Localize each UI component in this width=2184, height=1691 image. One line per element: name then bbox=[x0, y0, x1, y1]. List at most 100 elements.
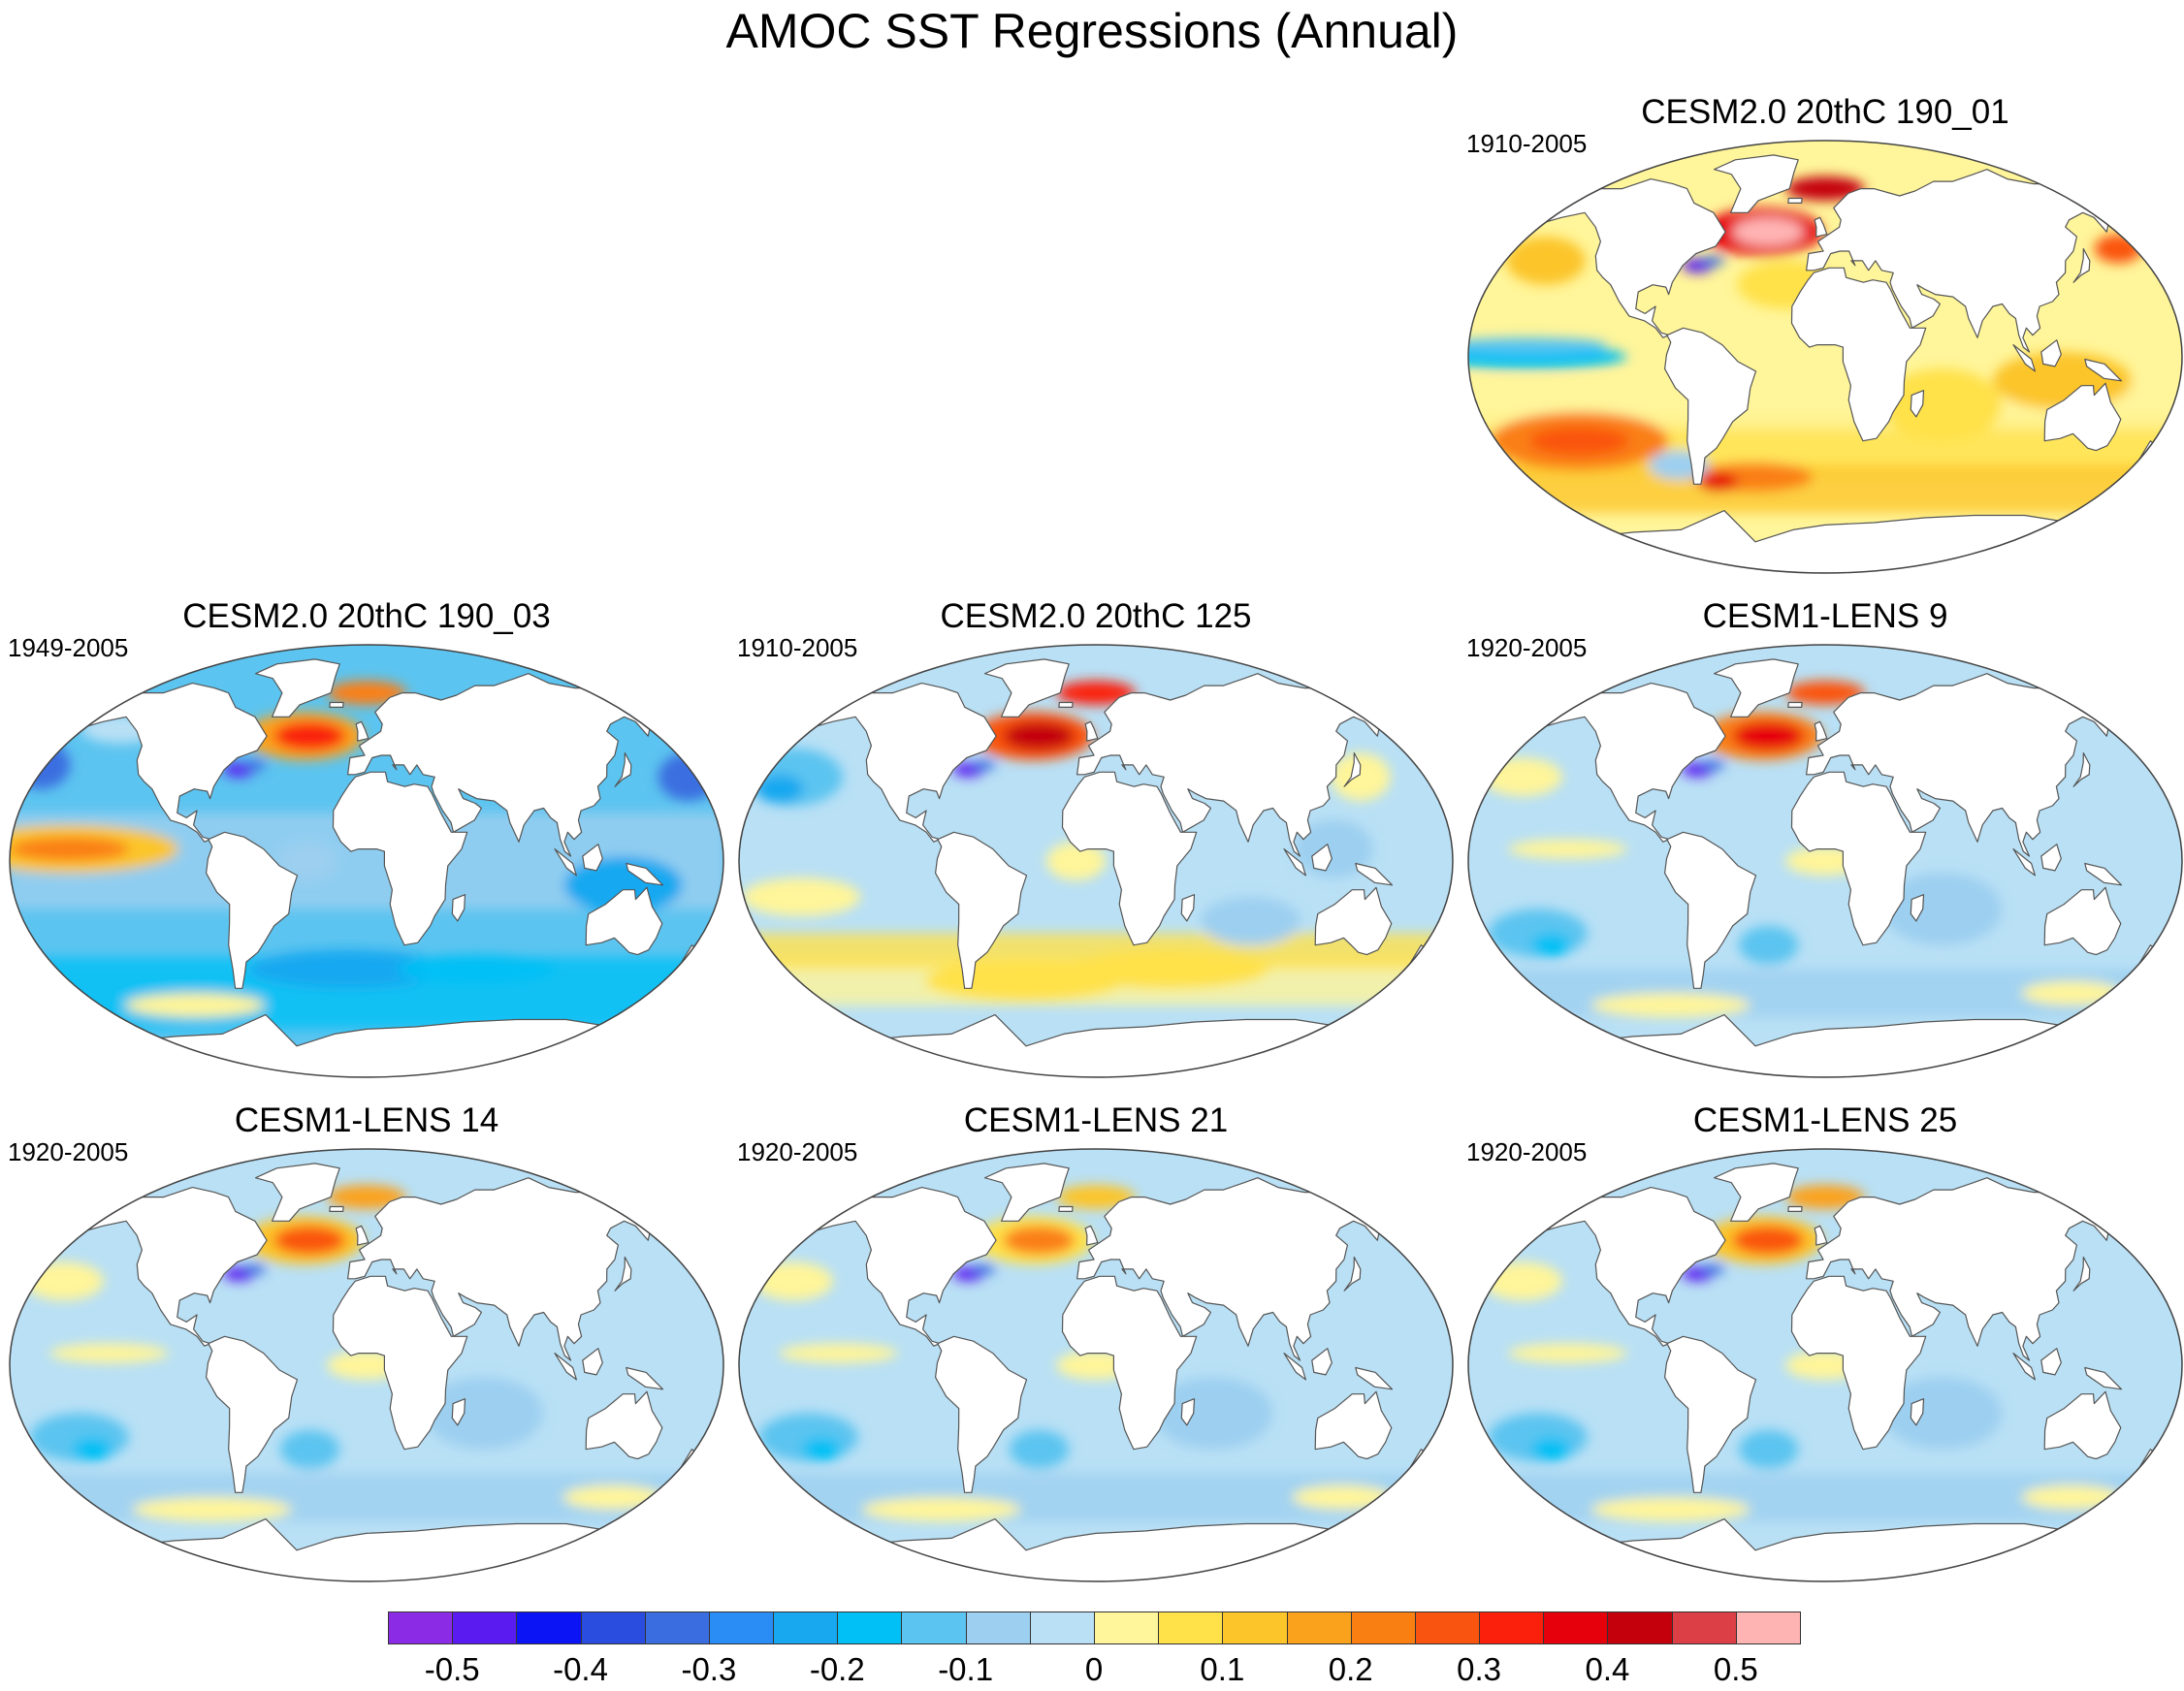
sst-anomaly-patch bbox=[1738, 1429, 1799, 1469]
landmass-greenland bbox=[984, 1163, 1070, 1222]
colorbar-swatch bbox=[516, 1611, 582, 1644]
robinson-map bbox=[1467, 1148, 2183, 1582]
landmass-africa bbox=[1790, 1275, 1927, 1451]
sst-anomaly-patch bbox=[741, 877, 861, 916]
colorbar-swatch bbox=[773, 1611, 839, 1644]
sst-field bbox=[10, 645, 723, 1077]
colorbar-swatch bbox=[901, 1611, 967, 1644]
sst-anomaly-patch bbox=[754, 1261, 833, 1301]
landmass-japan bbox=[2072, 1256, 2091, 1292]
landmass-australia bbox=[2043, 886, 2122, 956]
sst-anomaly-patch bbox=[2021, 1484, 2121, 1510]
colorbar-swatch bbox=[644, 1611, 710, 1644]
landmass-uk bbox=[1084, 720, 1099, 742]
sst-anomaly-patch bbox=[562, 1484, 662, 1510]
sst-field bbox=[1468, 1149, 2182, 1581]
landmass-uk bbox=[1814, 1225, 1828, 1246]
landmass-iceland bbox=[1787, 1205, 1803, 1212]
landmass-madagascar bbox=[1910, 1398, 1925, 1426]
landmass-sumatra bbox=[1283, 1353, 1306, 1381]
sst-anomaly-patch bbox=[1201, 897, 1301, 945]
colorbar-tick-label: 0.5 bbox=[1713, 1651, 1758, 1687]
sst-anomaly-patch bbox=[1882, 1377, 2003, 1450]
colorbar-swatch bbox=[708, 1611, 775, 1644]
north-atlantic-anomaly bbox=[327, 681, 406, 705]
landmass-australia bbox=[1314, 1390, 1393, 1460]
landmass-south-america bbox=[1664, 831, 1757, 989]
landmass-south-america bbox=[206, 831, 299, 989]
landmass-madagascar bbox=[1910, 894, 1925, 922]
landmass-borneo bbox=[2040, 1348, 2062, 1376]
landmass-eurasia bbox=[1076, 673, 1402, 857]
landmass-north-america bbox=[82, 683, 268, 843]
colorbar-swatch bbox=[1158, 1611, 1224, 1644]
landmass-africa bbox=[332, 771, 468, 946]
landmass-borneo bbox=[1311, 844, 1333, 872]
landmass-iceland bbox=[329, 1205, 344, 1212]
sst-anomaly-patch bbox=[1045, 842, 1107, 880]
map-border bbox=[738, 644, 1454, 1078]
landmass-iceland bbox=[1787, 701, 1803, 708]
landmass-borneo bbox=[582, 1348, 603, 1376]
sst-anomaly-patch bbox=[1882, 368, 2003, 441]
landmass-australia bbox=[1314, 886, 1393, 956]
landmass-sumatra bbox=[554, 1353, 577, 1381]
sst-anomaly-patch bbox=[1483, 757, 1562, 797]
sst-anomaly-patch bbox=[2021, 980, 2121, 1005]
sst-anomaly-patch bbox=[248, 949, 448, 989]
landmass-greenland bbox=[984, 658, 1070, 718]
colorbar-tick-label: -0.1 bbox=[938, 1651, 994, 1687]
landmass-africa bbox=[332, 1275, 468, 1451]
landmass-sumatra bbox=[2012, 848, 2036, 877]
landmass-africa bbox=[1790, 267, 1927, 442]
landmass-japan bbox=[2072, 247, 2091, 283]
sst-anomaly-patch bbox=[1483, 1261, 1562, 1301]
landmass-eurasia bbox=[347, 673, 673, 857]
sst-anomaly-patch bbox=[24, 1261, 104, 1301]
north-atlantic-anomaly bbox=[1701, 759, 1725, 770]
colorbar-swatch bbox=[1029, 1611, 1095, 1644]
landmass-south-america bbox=[935, 1335, 1028, 1493]
landmass-greenland bbox=[1714, 1163, 1799, 1222]
landmass-north-america bbox=[82, 1187, 268, 1347]
colorbar-swatch bbox=[1671, 1611, 1737, 1644]
sst-anomaly-patch bbox=[861, 1497, 1021, 1522]
north-atlantic-anomaly bbox=[273, 1226, 345, 1256]
robinson-map bbox=[738, 644, 1454, 1078]
robinson-map bbox=[9, 1148, 724, 1582]
panel-period: 1949-2005 bbox=[8, 633, 129, 662]
map-panel-cesm2-190-03: CESM2.0 20thC 190_03 1949-2005 bbox=[8, 596, 725, 1078]
panel-title: CESM1-LENS 9 bbox=[1702, 597, 1948, 635]
sst-anomaly-patch bbox=[1530, 933, 1571, 958]
panel-title: CESM1-LENS 14 bbox=[234, 1101, 499, 1139]
landmass-south-america bbox=[1664, 1335, 1757, 1493]
map-panel-lens-25: CESM1-LENS 25 1920-2005 bbox=[1466, 1101, 2184, 1582]
landmass-madagascar bbox=[1180, 1398, 1196, 1426]
north-atlantic-anomaly bbox=[1732, 217, 1804, 247]
landmass-iceland bbox=[1787, 197, 1803, 204]
sst-anomaly-patch bbox=[801, 1437, 842, 1462]
landmass-borneo bbox=[1311, 1348, 1333, 1376]
sst-anomaly-patch bbox=[49, 1343, 169, 1363]
robinson-map bbox=[1467, 644, 2183, 1078]
landmass-africa bbox=[1790, 771, 1927, 946]
north-atlantic-anomaly bbox=[1732, 1226, 1804, 1256]
colorbar-swatch bbox=[1222, 1611, 1288, 1644]
sst-anomaly-patch bbox=[279, 1429, 340, 1469]
landmass-greenland bbox=[1714, 154, 1799, 213]
sst-anomaly-patch bbox=[1505, 237, 1586, 285]
robinson-map bbox=[1467, 140, 2183, 574]
colorbar-tick-label: 0.4 bbox=[1585, 1651, 1630, 1687]
sst-anomaly-patch bbox=[1508, 839, 1627, 859]
colorbar-swatch bbox=[388, 1611, 454, 1644]
landmass-new-guinea bbox=[2084, 862, 2123, 886]
landmass-sumatra bbox=[554, 848, 577, 877]
sst-anomaly-patch bbox=[277, 842, 337, 880]
colorbar-swatch bbox=[1094, 1611, 1160, 1644]
north-atlantic-anomaly bbox=[972, 759, 996, 770]
panel-period: 1920-2005 bbox=[8, 1137, 129, 1166]
landmass-north-america bbox=[812, 683, 997, 843]
north-atlantic-anomaly bbox=[273, 721, 345, 751]
sst-anomaly-patch bbox=[424, 1377, 544, 1450]
landmass-sumatra bbox=[1283, 848, 1306, 877]
